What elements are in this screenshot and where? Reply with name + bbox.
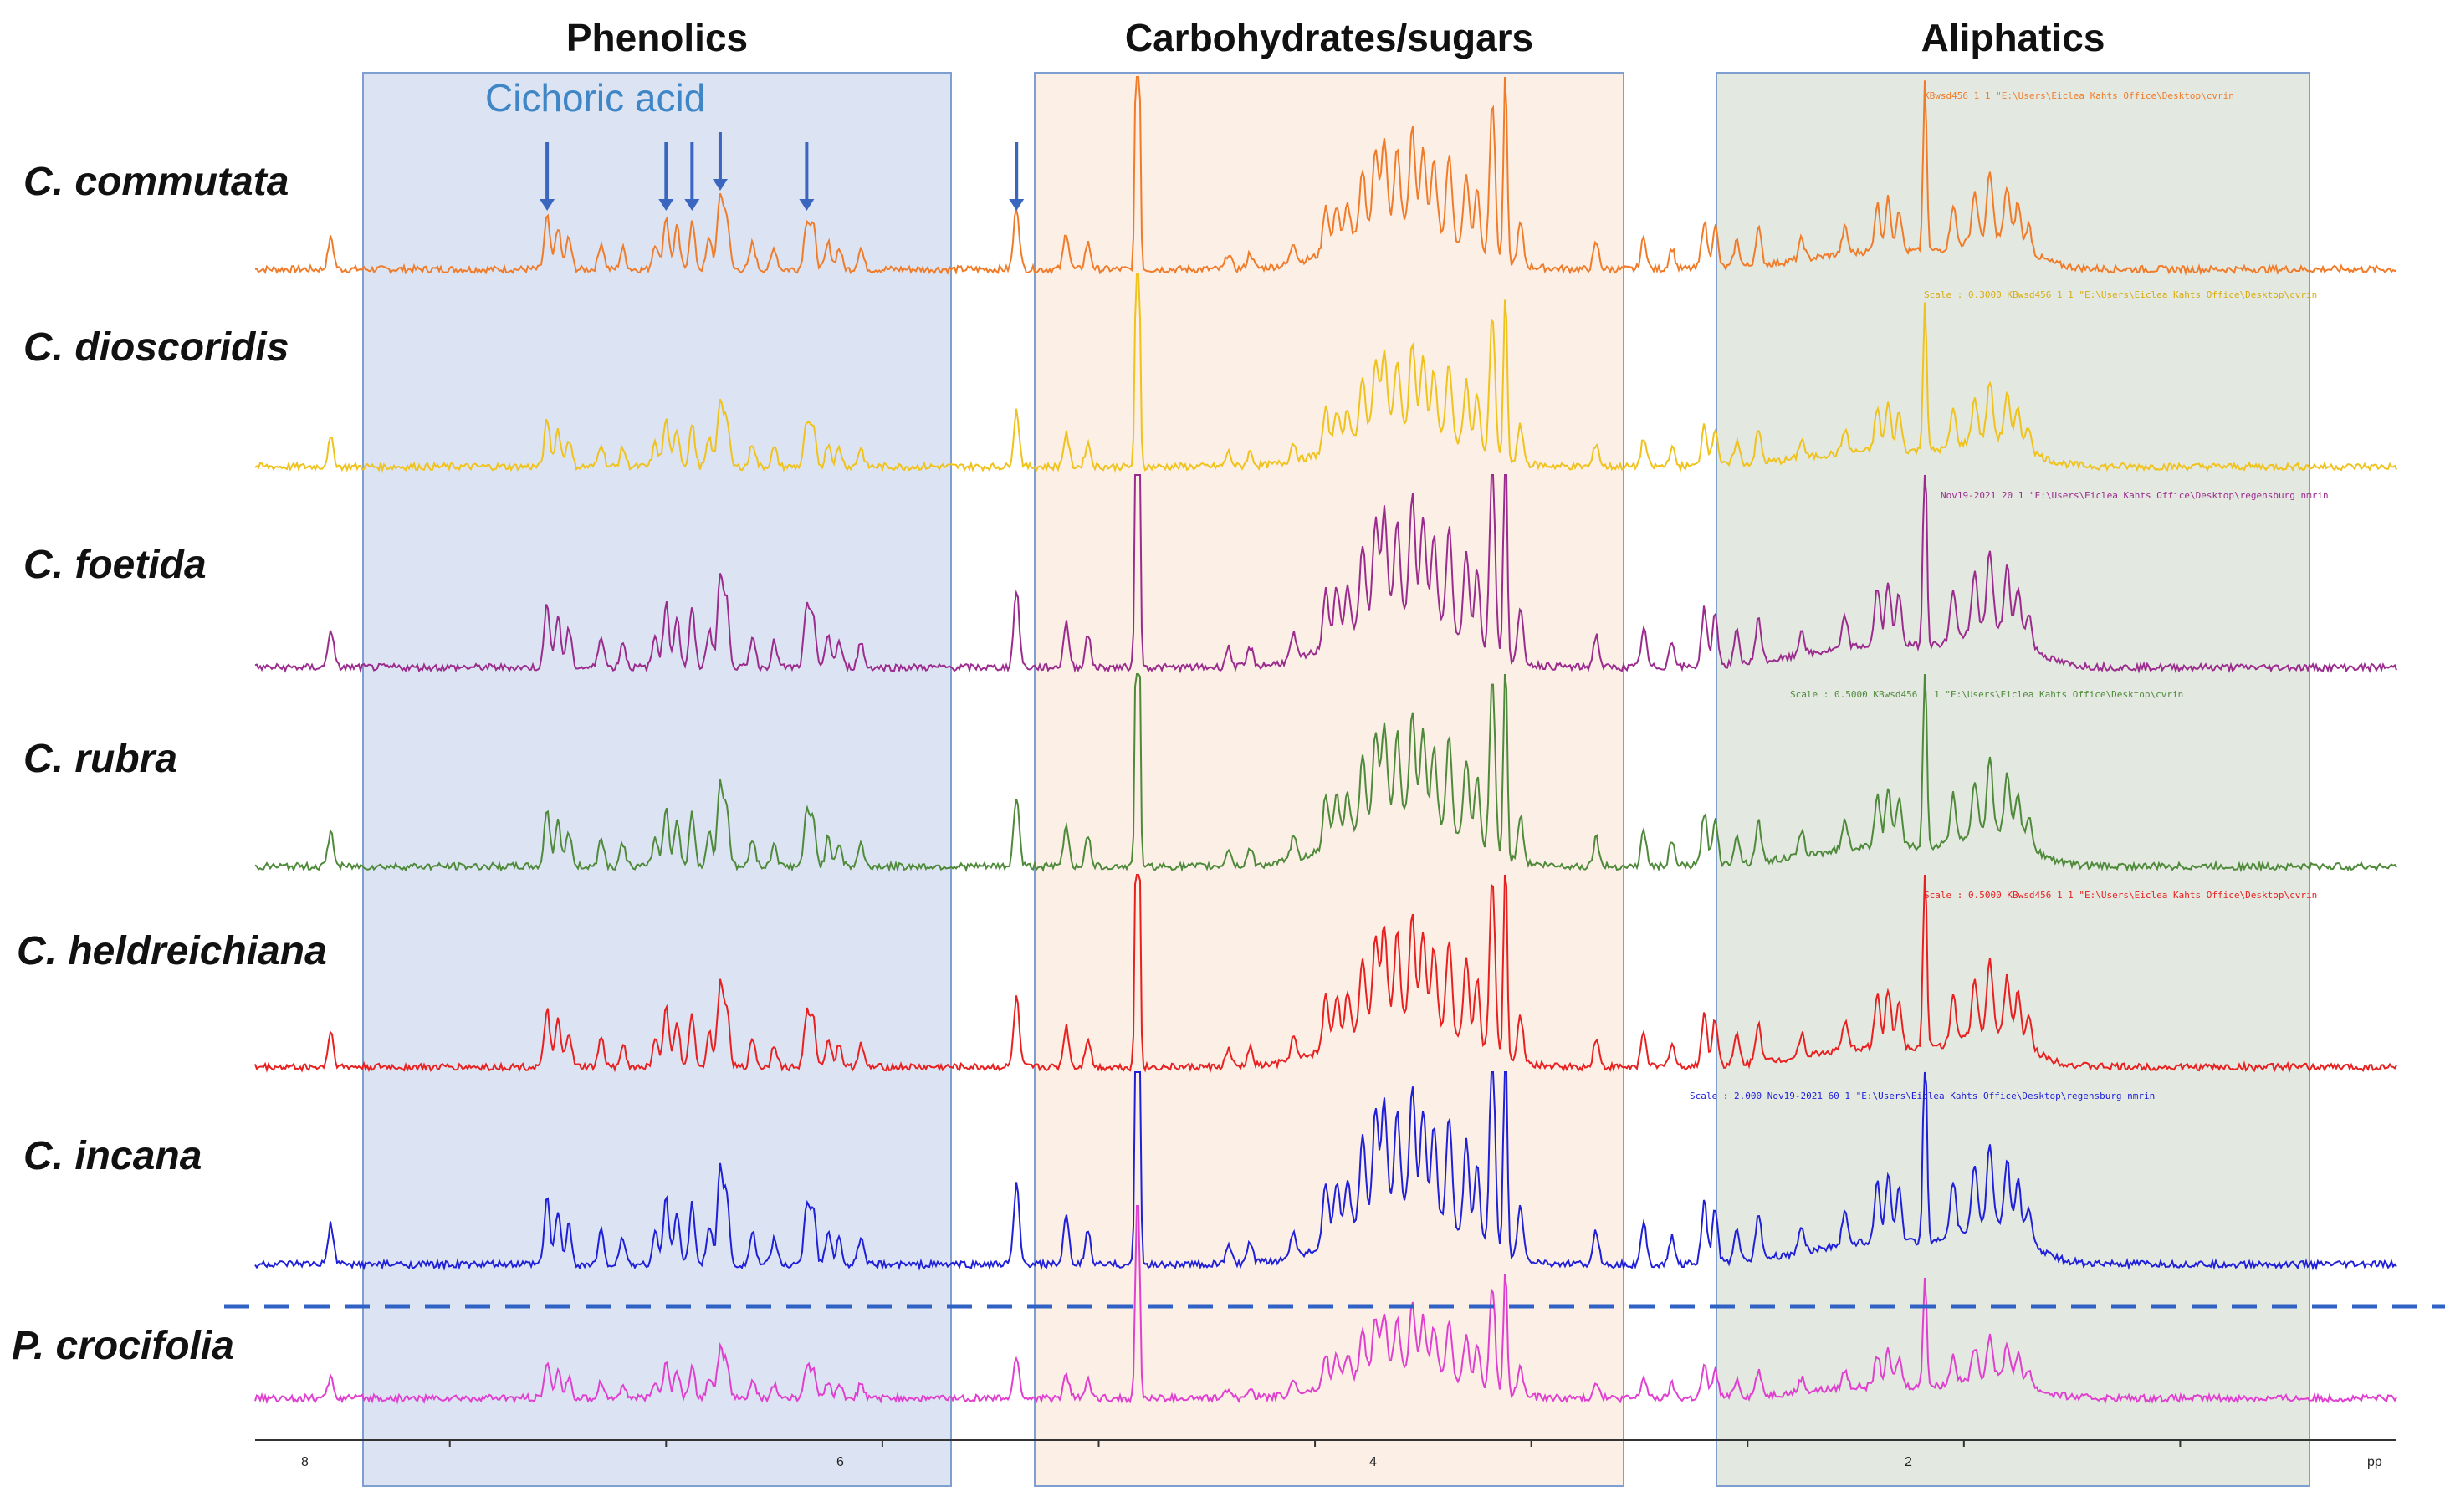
species-label-c-rubra: C. rubra <box>23 737 178 781</box>
scale-note-c-foetida: Nov19-2021 20 1 "E:\Users\Eiclea Kahts O… <box>1941 490 2329 501</box>
spectrum-line-c-heldreichiana <box>254 874 2397 1074</box>
scale-note-c-rubra: Scale : 0.5000 KBwsd456 1 1 "E:\Users\Ei… <box>1790 689 2184 700</box>
cichoric-acid-arrow <box>712 132 728 191</box>
phenolics-region <box>362 72 952 1487</box>
cichoric-acid-arrow <box>1009 142 1025 211</box>
tick-label-4: 4 <box>1369 1455 1377 1469</box>
spectrum-line-c-dioscoridis <box>254 273 2397 473</box>
tick-label-8: 8 <box>301 1455 309 1469</box>
spectrum-line-c-rubra <box>254 673 2397 873</box>
spectrum-line-c-foetida <box>254 474 2397 674</box>
cichoric-acid-label: Cichoric acid <box>485 76 706 120</box>
x-axis-unit-label: pp <box>2367 1455 2382 1469</box>
carbohydrates-title: Carbohydrates/sugars <box>1124 16 1534 59</box>
spectrum-line-c-commutata <box>254 76 2397 276</box>
cichoric-acid-arrow <box>658 142 674 211</box>
cichoric-acid-arrow <box>540 142 555 211</box>
scale-note-c-incana: Scale : 2.000 Nov19-2021 60 1 "E:\Users\… <box>1690 1091 2156 1101</box>
species-label-c-incana: C. incana <box>23 1134 202 1178</box>
species-label-c-heldreichiana: C. heldreichiana <box>17 929 327 973</box>
spectrum-line-c-incana <box>254 1071 2397 1271</box>
cichoric-acid-arrow <box>684 142 700 211</box>
scale-note-c-heldreichiana: Scale : 0.5000 KBwsd456 1 1 "E:\Users\Ei… <box>1924 890 2318 901</box>
scale-note-c-commutata: KBwsd456 1 1 "E:\Users\Eiclea Kahts Offi… <box>1924 90 2234 101</box>
cichoric-acid-arrow <box>799 142 815 211</box>
aliphatics-title: Aliphatics <box>1921 16 2105 59</box>
tick-label-2: 2 <box>1905 1455 1912 1469</box>
phenolics-title: Phenolics <box>565 16 749 59</box>
species-label-c-commutata: C. commutata <box>23 160 289 204</box>
tick-label-6: 6 <box>836 1455 844 1469</box>
species-label-p-crocifolia: P. crocifolia <box>12 1324 234 1368</box>
species-label-c-dioscoridis: C. dioscoridis <box>23 325 289 370</box>
scale-note-c-dioscoridis: Scale : 0.3000 KBwsd456 1 1 "E:\Users\Ei… <box>1924 289 2318 300</box>
spectrum-line-p-crocifolia <box>254 1205 2397 1405</box>
aliphatics-region <box>1716 72 2310 1487</box>
species-label-c-foetida: C. foetida <box>23 543 207 587</box>
